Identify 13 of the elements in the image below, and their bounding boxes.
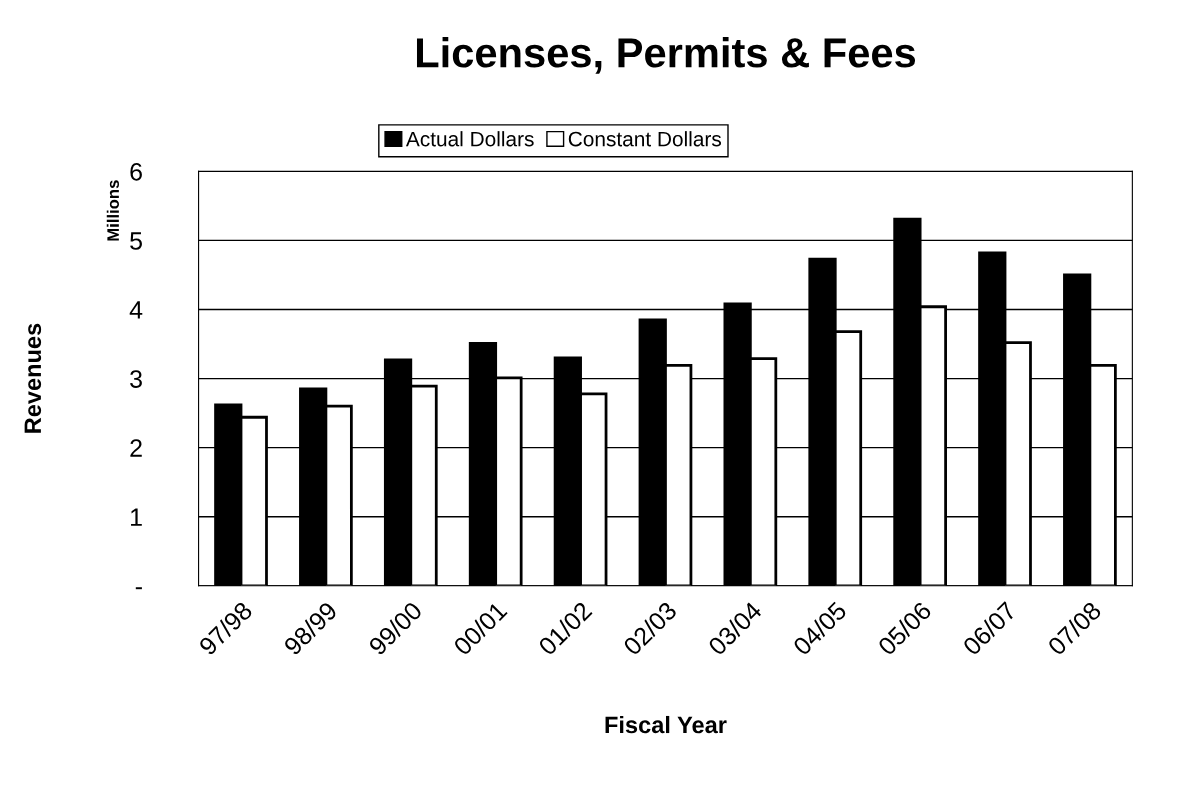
y-axis-title: Revenues bbox=[24, 323, 42, 433]
text: Millions bbox=[106, 180, 120, 241]
chart-title: Licenses, Permits & Fees bbox=[416, 36, 916, 74]
y-tick-label: 4 bbox=[129, 301, 143, 319]
x-axis-title: Fiscal Year bbox=[605, 715, 727, 734]
y-tick-label: 5 bbox=[130, 232, 142, 250]
y-tick-label: 2 bbox=[130, 439, 142, 457]
y-tick-label: - bbox=[135, 587, 142, 590]
y-tick-label: 6 bbox=[130, 162, 142, 181]
legend-label: Actual Dollars bbox=[405, 131, 534, 147]
legend-label: Constant Dollars bbox=[568, 131, 722, 147]
y-tick-label: 3 bbox=[130, 370, 142, 388]
y-tick-label: 1 bbox=[131, 508, 142, 526]
